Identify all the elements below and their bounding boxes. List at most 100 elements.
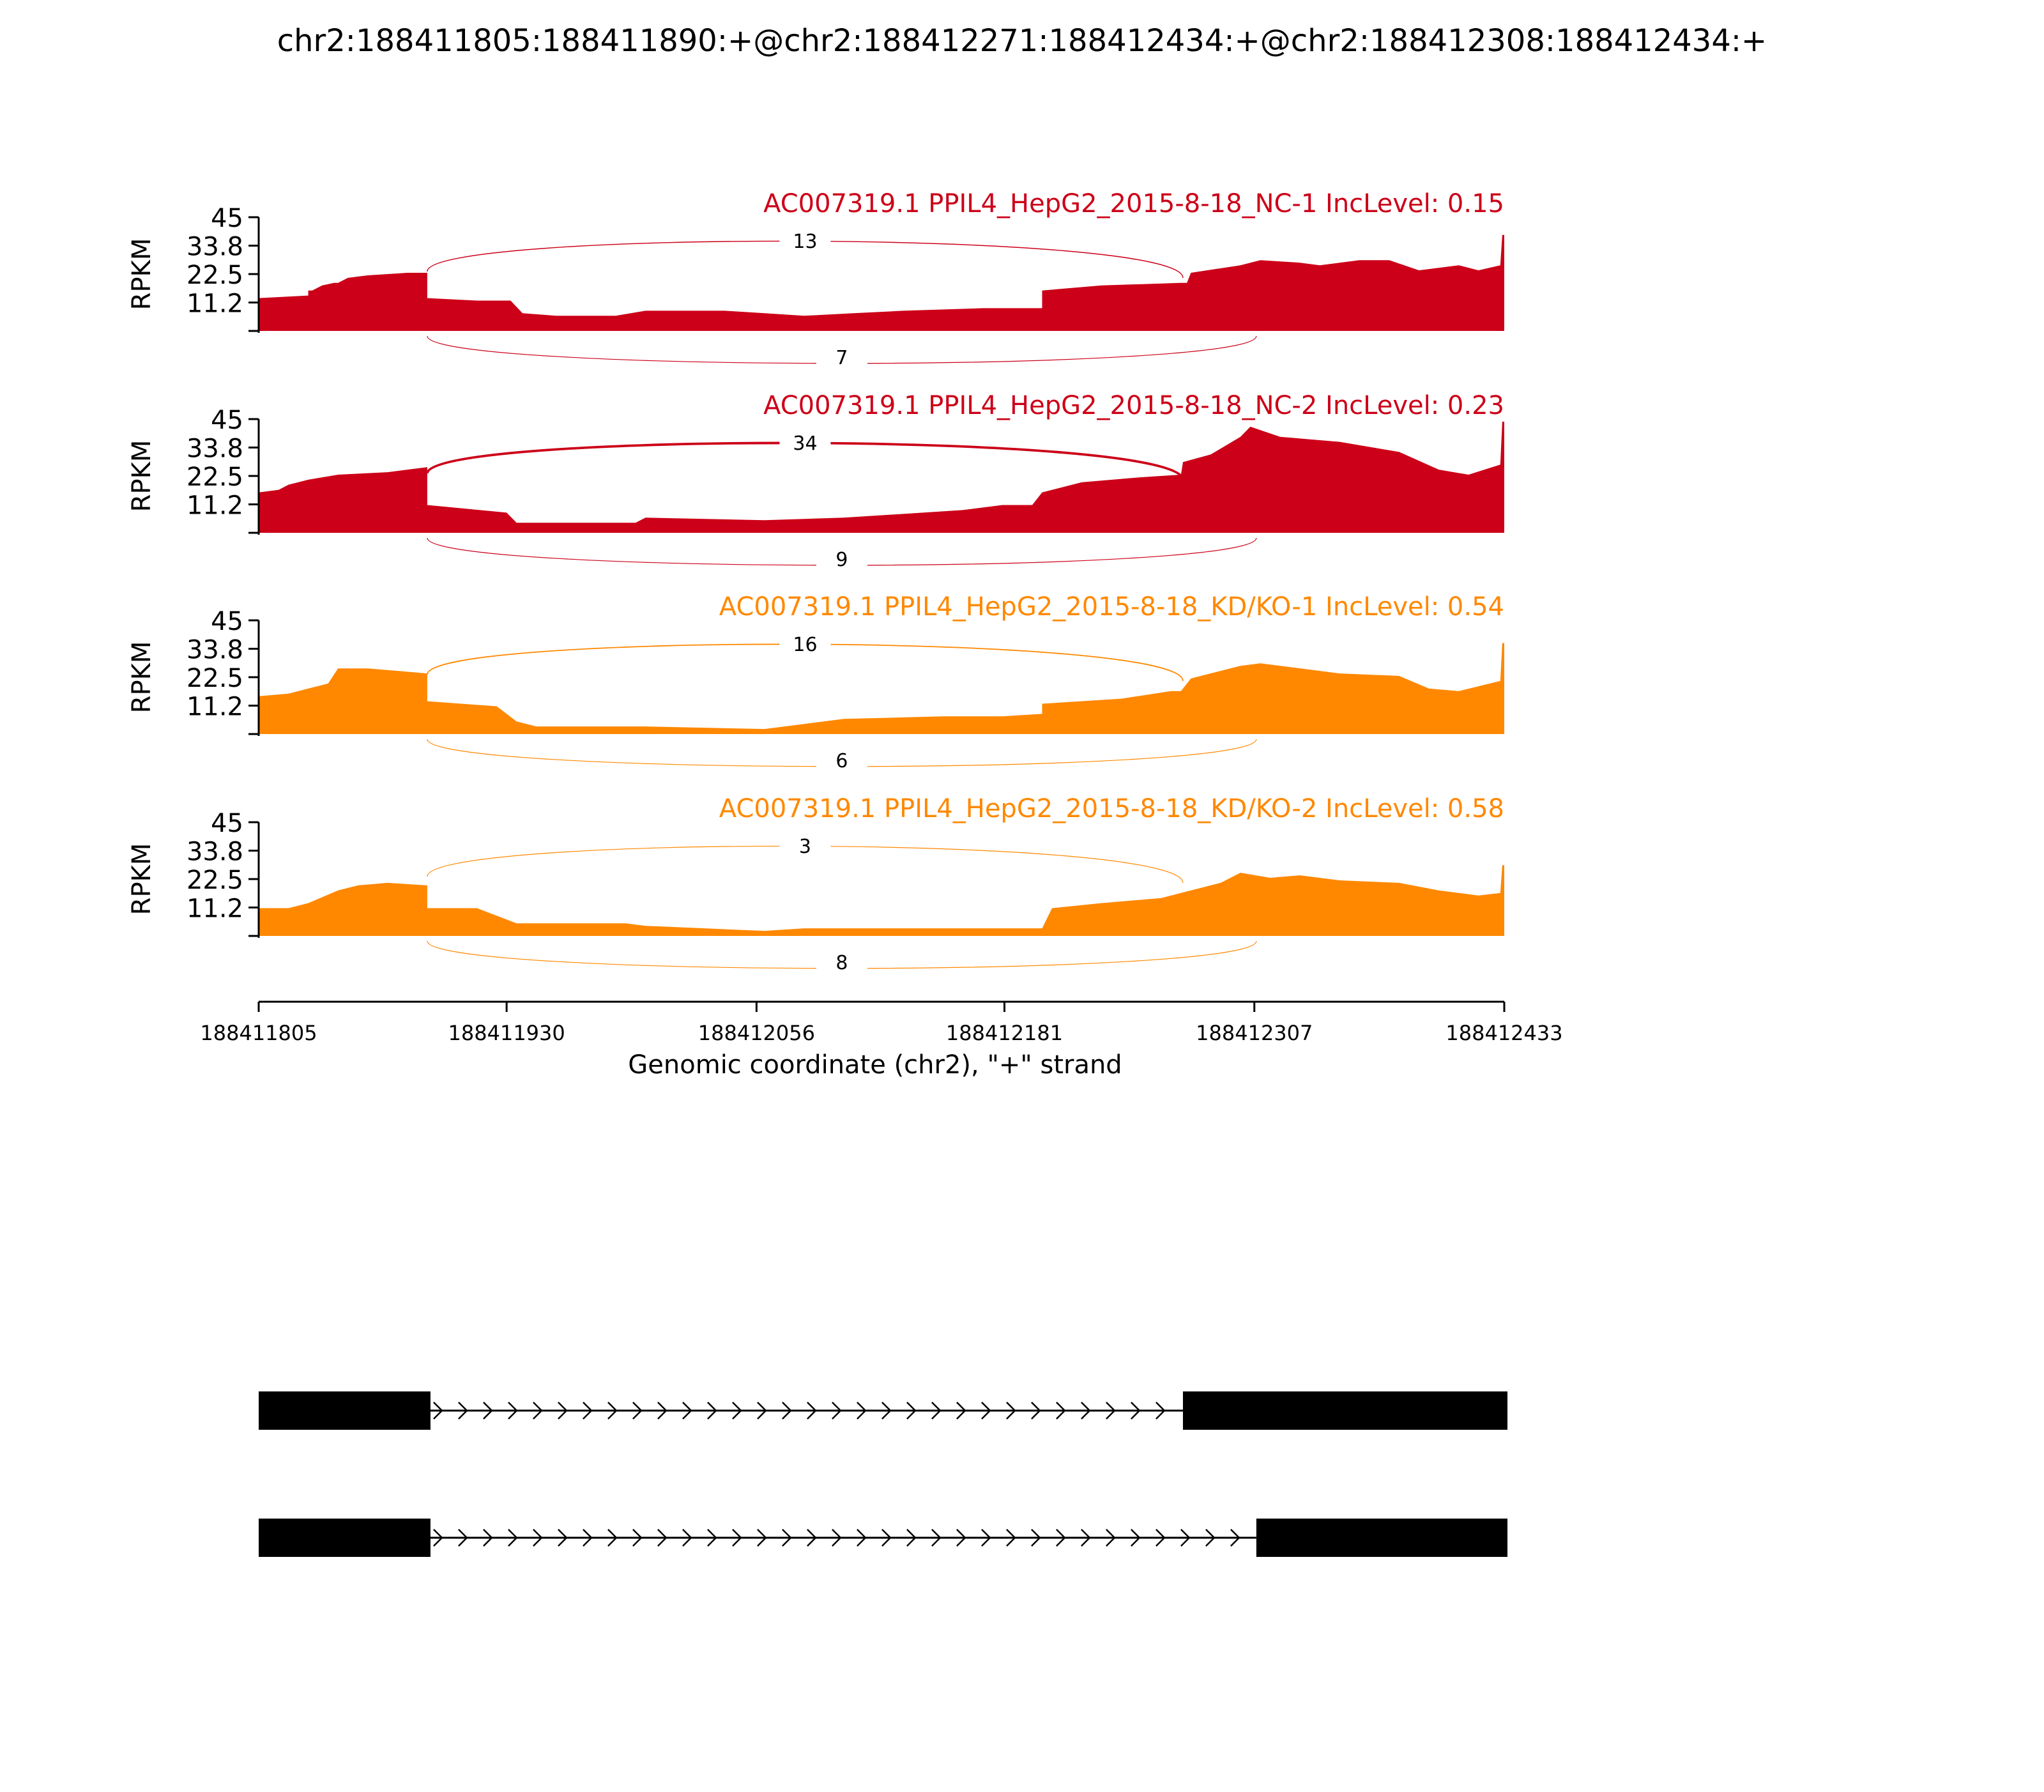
x-tick-label: 188412181 [946,1021,1063,1045]
y-tick-label: 45 [211,204,243,233]
coverage-area [259,865,1504,936]
y-tick-label: 22.5 [187,866,243,895]
panel-4: 11.222.533.845 RPKM AC007319.1 PPIL4_HepG2… [127,794,1504,974]
strand-arrow [956,1529,966,1547]
strand-arrow [1230,1529,1240,1547]
y-tick-label: 33.8 [187,838,243,867]
strand-arrow [906,1529,917,1547]
strand-arrow [881,1402,892,1420]
strand-arrow [682,1529,692,1547]
strand-arrow [757,1529,767,1547]
y-tick-label: 11.2 [187,491,243,521]
x-tick-label: 188412433 [1445,1021,1562,1045]
strand-arrow [707,1529,717,1547]
strand-arrow [1180,1529,1191,1547]
strand-arrow [433,1402,443,1420]
strand-arrow [533,1529,543,1547]
y-tick-label: 33.8 [187,636,243,665]
strand-arrow [433,1529,443,1547]
strand-arrow [1031,1529,1041,1547]
coverage-area [259,643,1504,734]
x-tick-label: 188411805 [200,1021,317,1045]
strand-arrow [682,1402,692,1420]
panel-2: 11.222.533.845 RPKM AC007319.1 PPIL4_HepG2… [127,391,1504,571]
strand-arrow [483,1402,493,1420]
junction-count: 9 [835,549,848,571]
x-tick-label: 188412307 [1196,1021,1313,1045]
strand-arrow [607,1529,618,1547]
y-tick-label: 11.2 [187,289,243,319]
y-axis-label: RPKM [127,641,156,714]
y-tick-label: 45 [211,406,243,435]
strand-arrow [558,1529,568,1547]
junction-label-bg [779,634,831,656]
junction-label-bg [779,836,831,858]
sample-label: AC007319.1 PPIL4_HepG2_2015-8-18_KD/KO-1… [719,592,1504,622]
strand-arrow [832,1402,842,1420]
y-tick-label: 33.8 [187,233,243,262]
strand-arrow [857,1529,867,1547]
y-tick-label: 22.5 [187,664,243,693]
strand-arrow [1205,1529,1216,1547]
strand-arrow [508,1402,518,1420]
strand-arrow [906,1402,917,1420]
y-tick-label: 22.5 [187,261,243,290]
junction-label-bg [816,953,867,974]
strand-arrow [458,1402,468,1420]
junction-label-bg [816,549,867,571]
strand-arrow [1131,1529,1141,1547]
y-axis-label: RPKM [127,843,156,915]
y-axis-label: RPKM [127,238,156,310]
junction-label-bg [779,433,831,455]
strand-arrow [857,1402,867,1420]
x-tick-label: 188411930 [448,1021,565,1045]
strand-arrow [508,1529,518,1547]
x-tick-label: 188412056 [698,1021,815,1045]
strand-arrow [981,1529,991,1547]
strand-arrow [956,1402,966,1420]
junction-count: 7 [835,347,848,369]
strand-arrow [732,1529,742,1547]
strand-arrow [807,1402,817,1420]
sample-label: AC007319.1 PPIL4_HepG2_2015-8-18_NC-2 In… [763,391,1504,420]
strand-arrow [981,1402,991,1420]
strand-arrow [1006,1402,1016,1420]
y-tick-label: 11.2 [187,894,243,924]
y-tick-label: 11.2 [187,693,243,722]
strand-arrow [1056,1529,1066,1547]
strand-arrow [483,1529,493,1547]
junction-count: 6 [835,750,848,772]
strand-arrow [782,1529,792,1547]
junction-label-bg [816,348,867,369]
y-tick-label: 22.5 [187,463,243,492]
junction-count: 34 [793,433,817,455]
strand-arrow [1131,1402,1141,1420]
junction-count: 8 [835,952,848,974]
strand-arrow [881,1529,892,1547]
junction-label-bg [779,231,831,253]
coverage-area [259,234,1504,331]
x-axis-label: Genomic coordinate (chr2), "+" strand [628,1050,1122,1080]
panel-3: 11.222.533.845 RPKM AC007319.1 PPIL4_HepG2… [127,592,1504,772]
strand-arrow [533,1402,543,1420]
strand-arrow [1106,1529,1116,1547]
strand-arrow [632,1529,643,1547]
strand-arrow [583,1402,593,1420]
exon-block [1256,1519,1507,1557]
exon-block [259,1519,431,1557]
y-axis-label: RPKM [127,440,156,512]
strand-arrow [657,1402,667,1420]
exon-block [1182,1391,1507,1430]
strand-arrow [583,1529,593,1547]
x-axis: Genomic coordinate (chr2), "+" strand 18… [200,1000,1563,1080]
panel-1: 11.222.533.845 RPKM AC007319.1 PPIL4_HepG2… [127,189,1504,369]
strand-arrow [707,1402,717,1420]
strand-arrow [1155,1402,1166,1420]
strand-arrow [1031,1402,1041,1420]
strand-arrow [931,1402,942,1420]
junction-count: 13 [793,231,817,253]
strand-arrow [732,1402,742,1420]
strand-arrow [931,1529,942,1547]
